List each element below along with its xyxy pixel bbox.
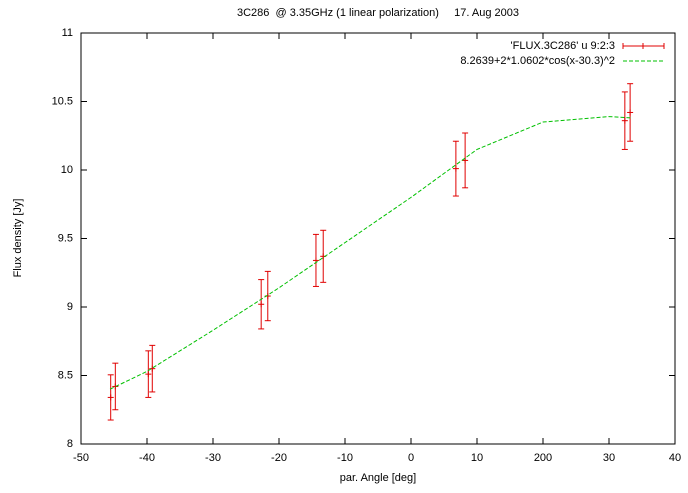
x-tick-label: 30 — [603, 452, 615, 464]
x-tick-label: -10 — [337, 452, 353, 464]
x-axis-label: par. Angle [deg] — [340, 472, 416, 484]
x-tick-label: 200 — [534, 452, 552, 464]
y-tick-label: 11 — [62, 27, 73, 39]
y-tick-label: 10.5 — [52, 95, 73, 107]
y-tick-label: 8 — [67, 438, 73, 450]
fit-line — [109, 116, 633, 390]
error-bar — [312, 233, 319, 287]
x-tick-label: 0 — [408, 452, 414, 464]
x-tick-label: -40 — [139, 452, 155, 464]
error-bar — [320, 229, 327, 283]
error-bar — [145, 350, 152, 398]
error-bar — [462, 132, 469, 189]
x-tick-label: 40 — [669, 452, 681, 464]
error-bar — [621, 91, 628, 150]
plot-frame — [80, 32, 676, 445]
y-tick-label: 9 — [67, 301, 73, 313]
error-bar — [107, 374, 114, 421]
x-tick-label: -30 — [205, 452, 221, 464]
error-bar — [264, 270, 271, 322]
error-bar — [149, 344, 156, 393]
error-bar — [627, 83, 634, 142]
legend-label: 8.2639+2*1.0602*cos(x-30.3)^2 — [460, 55, 615, 67]
chart-title: 3C286 @ 3.35GHz (1 linear polarization) … — [237, 7, 519, 19]
legend-label: 'FLUX.3C286' u 9:2:3 — [511, 40, 615, 52]
y-tick-label: 10 — [61, 164, 73, 176]
x-tick-label: -20 — [271, 452, 287, 464]
y-tick-label: 9.5 — [58, 232, 73, 244]
x-tick-label: -50 — [73, 452, 89, 464]
y-axis-label: Flux density [Jy] — [12, 199, 24, 278]
y-tick-label: 8.5 — [58, 369, 73, 381]
x-tick-label: 10 — [471, 452, 483, 464]
error-bar — [258, 279, 265, 330]
error-bar — [452, 140, 459, 197]
error-bar — [112, 362, 119, 411]
